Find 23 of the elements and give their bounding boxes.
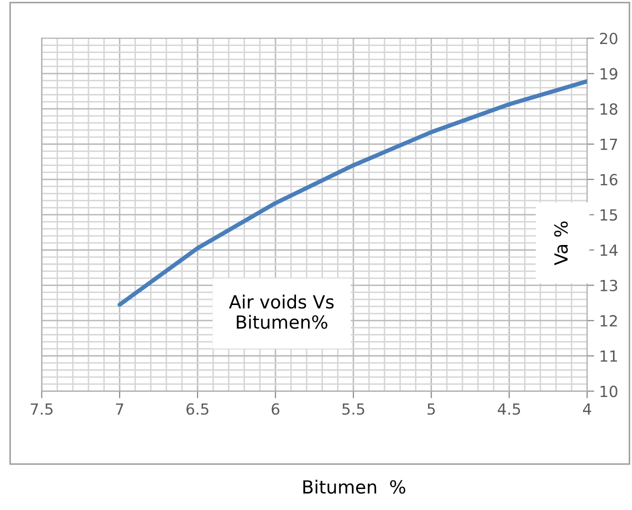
y-tick-label: 16 — [600, 174, 618, 186]
y-tick-label: 11 — [600, 350, 617, 362]
y-tick-label: 12 — [600, 315, 617, 326]
x-tick-label: 6 — [272, 403, 280, 415]
y-tick-label: 13 — [600, 280, 618, 292]
y-tick-label: 19 — [600, 68, 618, 80]
x-tick-label: 6.5 — [186, 403, 208, 415]
y-tick-label: 18 — [600, 103, 618, 115]
text: Air voids Vs Bitumen% — [229, 294, 334, 329]
x-axis-title: Bitumen % — [303, 480, 406, 494]
y-tick-label: 15 — [600, 209, 618, 221]
x-tick-label: 7.5 — [30, 403, 53, 415]
line-series — [118, 79, 588, 307]
y-axis-title: Va % — [554, 221, 568, 266]
x-tick-label: 4 — [583, 403, 592, 415]
y-tick-label: 10 — [600, 386, 618, 398]
x-tick-label: 4.5 — [498, 403, 520, 415]
y-tick-label: 14 — [600, 244, 618, 256]
y-tick-label: 20 — [600, 32, 618, 44]
y-tick-label: 17 — [600, 138, 618, 150]
x-tick-label: 5.5 — [342, 403, 364, 415]
x-tick-label: 5 — [428, 403, 435, 415]
x-tick-label: 7 — [116, 403, 124, 415]
